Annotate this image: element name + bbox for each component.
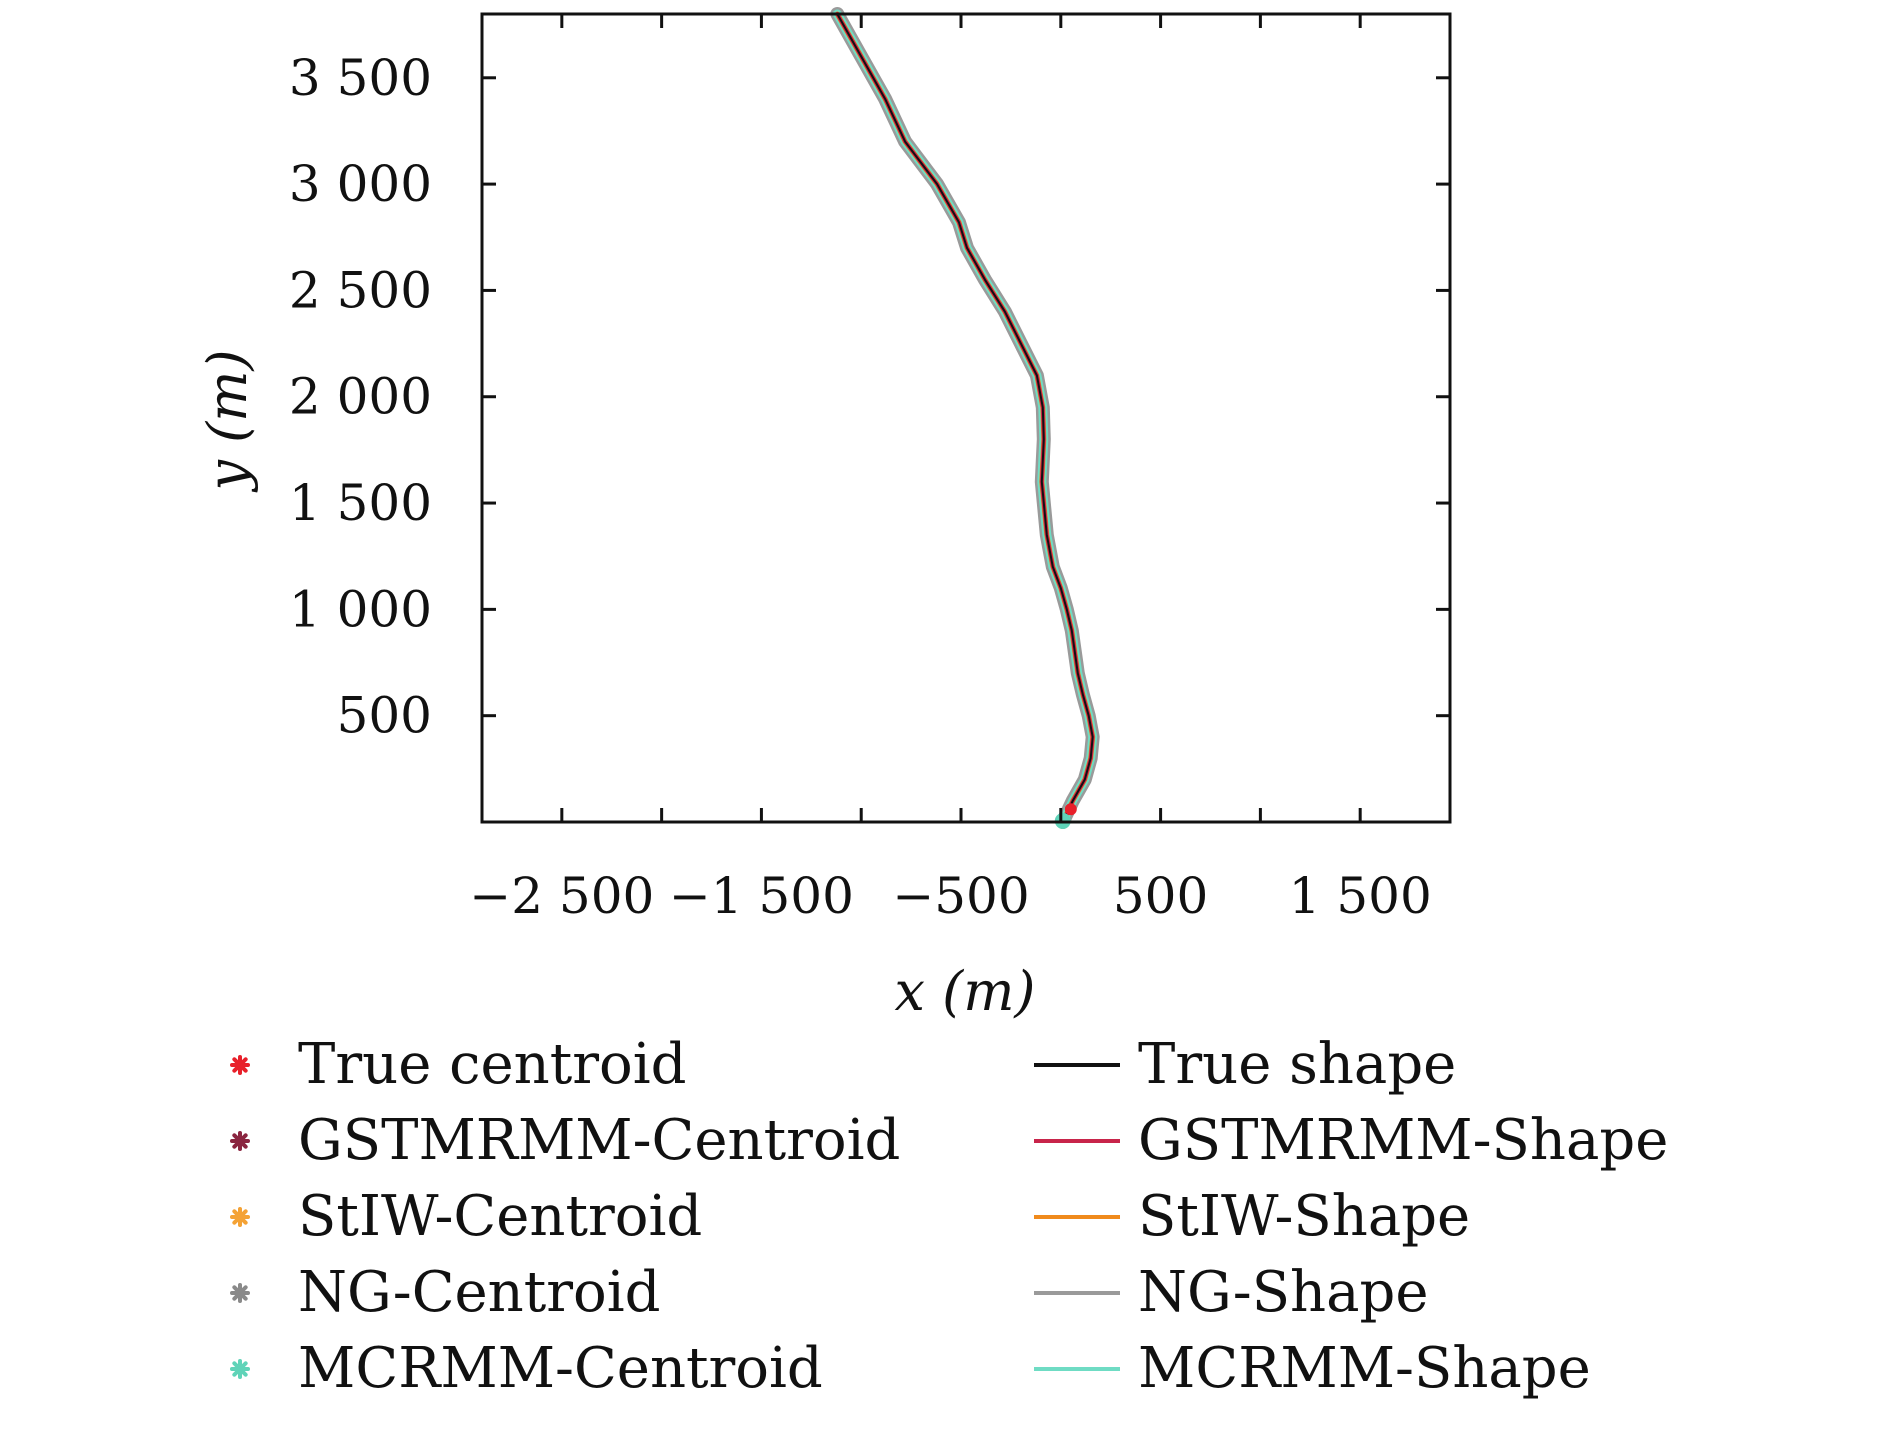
legend-label-gstmrmm-shape: GSTMRMM-Shape [1138, 1108, 1668, 1173]
legend-label-stiw-shape: StIW-Shape [1138, 1184, 1470, 1249]
x-tick-label: −1 500 [669, 867, 854, 925]
legend-label-mcrmm-centroid: MCRMM-Centroid [298, 1336, 823, 1401]
legend-marker-stiw-centroid [230, 1207, 250, 1227]
legend-marker-ng-centroid [230, 1283, 250, 1303]
legend-label-ng-centroid: NG-Centroid [298, 1260, 661, 1325]
legend: True centroid GSTMRMM-Centroid StIW-Centro… [230, 1032, 1668, 1401]
y-tick-labels: 500 1 000 1 500 2 000 2 500 3 000 3 500 [289, 49, 432, 745]
trace-mcrmm-shape [832, 9, 1098, 827]
y-tick-label: 2 000 [289, 368, 432, 426]
y-axis-label: y (m) [196, 349, 259, 492]
trace-stiw-shape [834, 11, 1096, 825]
y-tick-label: 3 000 [289, 155, 432, 213]
start-marker [1064, 803, 1077, 816]
plot-group [480, 7, 1452, 829]
trace-ng-shape [830, 7, 1100, 829]
y-tick-label: 500 [337, 687, 432, 745]
legend-label-mcrmm-shape: MCRMM-Shape [1138, 1336, 1591, 1401]
legend-label-stiw-centroid: StIW-Centroid [298, 1184, 702, 1249]
x-tick-label: 500 [1113, 867, 1208, 925]
legend-marker-mcrmm-centroid [230, 1359, 250, 1379]
y-tick-label: 1 000 [289, 580, 432, 638]
legend-label-gstmrmm-centroid: GSTMRMM-Centroid [298, 1108, 900, 1173]
trace-gstmrmm-shape [835, 12, 1095, 824]
x-axis-label: x (m) [895, 960, 1036, 1023]
y-tick-label: 1 500 [289, 474, 432, 532]
x-tick-label: 1 500 [1289, 867, 1432, 925]
x-tick-label: −500 [892, 867, 1029, 925]
legend-label-true-centroid: True centroid [298, 1032, 686, 1097]
plot-frame [480, 12, 1452, 824]
y-tick-label: 3 500 [289, 49, 432, 107]
legend-label-true-shape: True shape [1138, 1032, 1456, 1097]
trace-true-shape [836, 13, 1094, 823]
y-tick-label: 2 500 [289, 261, 432, 319]
legend-label-ng-shape: NG-Shape [1138, 1260, 1429, 1325]
legend-marker-true-centroid [230, 1055, 250, 1075]
legend-marker-gstmrmm-centroid [230, 1131, 250, 1151]
x-tick-labels: −2 500 −1 500 −500 500 1 500 [469, 867, 1431, 925]
x-tick-label: −2 500 [469, 867, 654, 925]
